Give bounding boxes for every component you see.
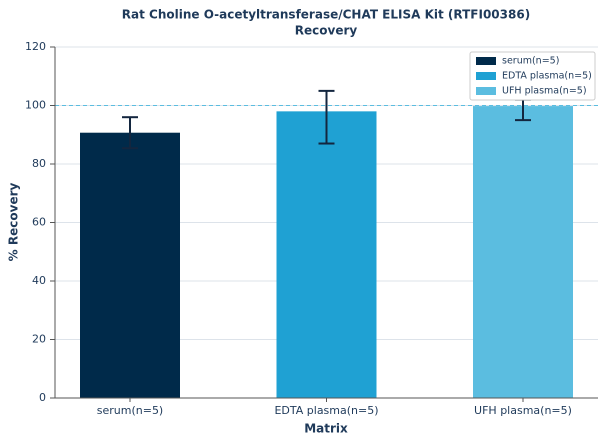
x-axis-label: Matrix [304,422,348,436]
legend-label: serum(n=5) [502,56,559,67]
legend-swatch [476,57,496,65]
y-tick-label: 60 [32,216,46,229]
y-tick-label: 0 [39,391,46,404]
chart-title: Rat Choline O-acetyltransferase/CHAT ELI… [122,8,530,22]
chart-subtitle: Recovery [295,24,358,38]
bar [473,106,573,399]
y-tick-label: 80 [32,157,46,170]
bar [80,132,180,398]
y-tick-label: 100 [25,99,46,112]
legend-label: UFH plasma(n=5) [502,86,587,97]
error-bar [122,116,138,150]
y-axis-label: % Recovery [7,183,21,262]
legend-swatch [476,87,496,95]
x-tick-label: serum(n=5) [97,404,163,417]
legend-box [469,51,596,101]
legend-label: EDTA plasma(n=5) [502,71,592,82]
error-bar [318,89,335,145]
y-tick-label: 40 [32,274,46,287]
legend-swatch [476,72,496,80]
y-tick-label: 20 [32,333,46,346]
y-tick-label: 120 [25,40,46,53]
x-tick-label: UFH plasma(n=5) [474,404,572,417]
bar [276,111,377,398]
x-tick-label: EDTA plasma(n=5) [274,404,378,417]
